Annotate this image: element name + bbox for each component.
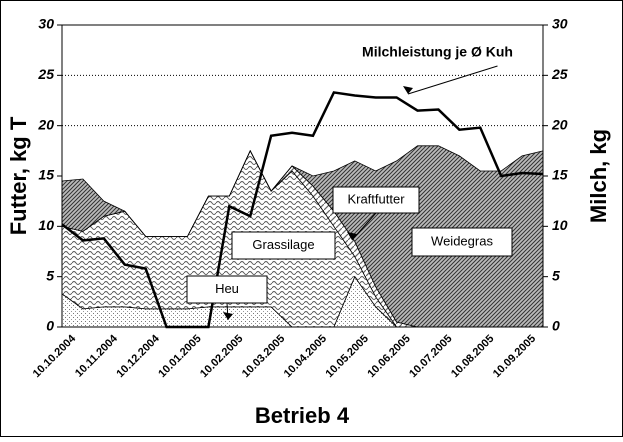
y2-tick-label: 20	[551, 116, 568, 132]
label-box	[411, 227, 513, 257]
x-tick-label: 10.07.2005	[407, 333, 454, 380]
label-box	[231, 231, 336, 260]
y-tick-label: 30	[38, 16, 54, 32]
x-tick-label: 10.01.2005	[156, 333, 203, 380]
series-label: Kraftfutter	[347, 191, 405, 206]
series-label: Grassilage	[252, 237, 314, 252]
x-tick-label: 10.03.2005	[240, 333, 287, 380]
x-tick-label: 10.05.2005	[324, 333, 371, 380]
y-tick-label: 25	[37, 66, 54, 82]
label-box	[186, 275, 268, 304]
chart-title: Betrieb 4	[255, 403, 350, 428]
y-tick-label: 15	[38, 167, 54, 183]
series-label: Weidegras	[431, 233, 493, 248]
y-tick-label: 0	[46, 318, 54, 334]
x-tick-label: 10.08.2005	[449, 333, 496, 380]
series-label: Milchleistung je Ø Kuh	[362, 44, 513, 60]
label-box	[332, 186, 420, 214]
x-tick-label: 10.09.2005	[491, 333, 538, 380]
y-tick-label: 20	[37, 116, 54, 132]
y2-tick-label: 25	[551, 66, 568, 82]
x-tick-label: 10.12.2004	[114, 332, 162, 380]
arrow-head	[347, 232, 357, 240]
series-label: Heu	[215, 281, 239, 296]
y-tick-label: 5	[46, 267, 54, 283]
x-tick-label: 10.11.2004	[73, 332, 121, 380]
x-tick-label: 10.10.2004	[31, 332, 79, 380]
x-tick-label: 10.06.2005	[365, 333, 412, 380]
y-tick-label: 10	[38, 217, 54, 233]
y2-tick-label: 30	[552, 16, 568, 32]
y2-tick-label: 15	[552, 167, 568, 183]
y-axis-label: Futter, kg T	[6, 116, 31, 235]
y2-axis-label: Milch, kg	[586, 129, 611, 223]
arrow	[351, 212, 377, 241]
x-tick-label: 10.02.2005	[198, 333, 245, 380]
y2-tick-label: 5	[552, 267, 560, 283]
x-tick-label: 10.04.2005	[282, 333, 329, 380]
y2-tick-label: 10	[552, 217, 568, 233]
line	[61, 91, 544, 329]
arrow-head	[223, 312, 233, 320]
arrow-head	[403, 86, 413, 94]
arrow	[407, 65, 498, 95]
y2-tick-label: 0	[552, 318, 560, 334]
plot-border	[61, 24, 544, 328]
